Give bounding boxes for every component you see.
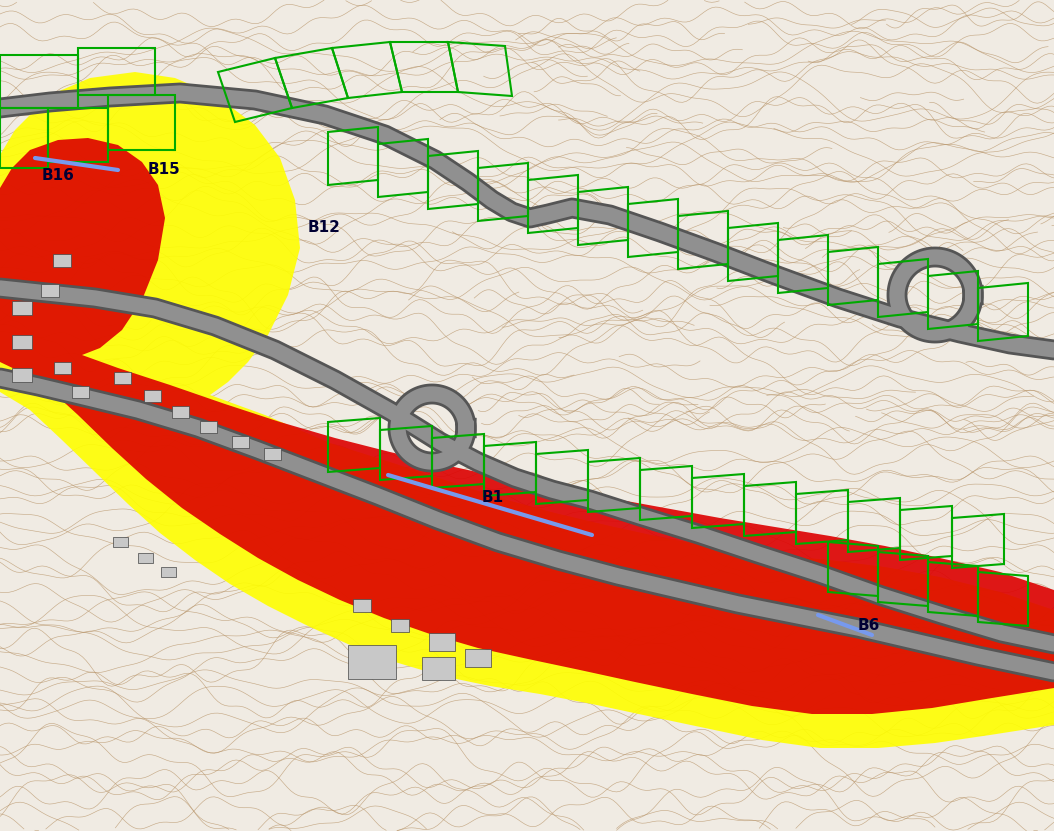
Bar — [41, 283, 59, 297]
Bar — [348, 645, 396, 679]
Bar — [72, 386, 89, 398]
Bar — [53, 253, 71, 267]
Bar — [422, 656, 454, 680]
Bar — [391, 618, 409, 632]
Bar — [199, 421, 216, 433]
Bar — [264, 448, 280, 460]
Bar — [12, 301, 32, 315]
Polygon shape — [0, 72, 1054, 748]
Text: B12: B12 — [308, 220, 340, 235]
Text: B15: B15 — [148, 163, 180, 178]
Bar — [137, 553, 153, 563]
Bar — [232, 436, 249, 448]
Text: B1: B1 — [482, 490, 504, 505]
Polygon shape — [0, 138, 1054, 714]
Bar — [172, 406, 189, 418]
Text: B16: B16 — [42, 168, 75, 183]
Bar — [465, 649, 491, 667]
Text: B6: B6 — [858, 617, 880, 632]
Bar — [12, 368, 32, 382]
Bar — [353, 598, 371, 612]
Bar — [143, 390, 160, 402]
Bar — [113, 537, 128, 547]
Bar — [429, 633, 455, 651]
Bar — [54, 362, 71, 374]
Bar — [114, 372, 131, 384]
Bar — [12, 335, 32, 349]
Bar — [160, 567, 176, 577]
